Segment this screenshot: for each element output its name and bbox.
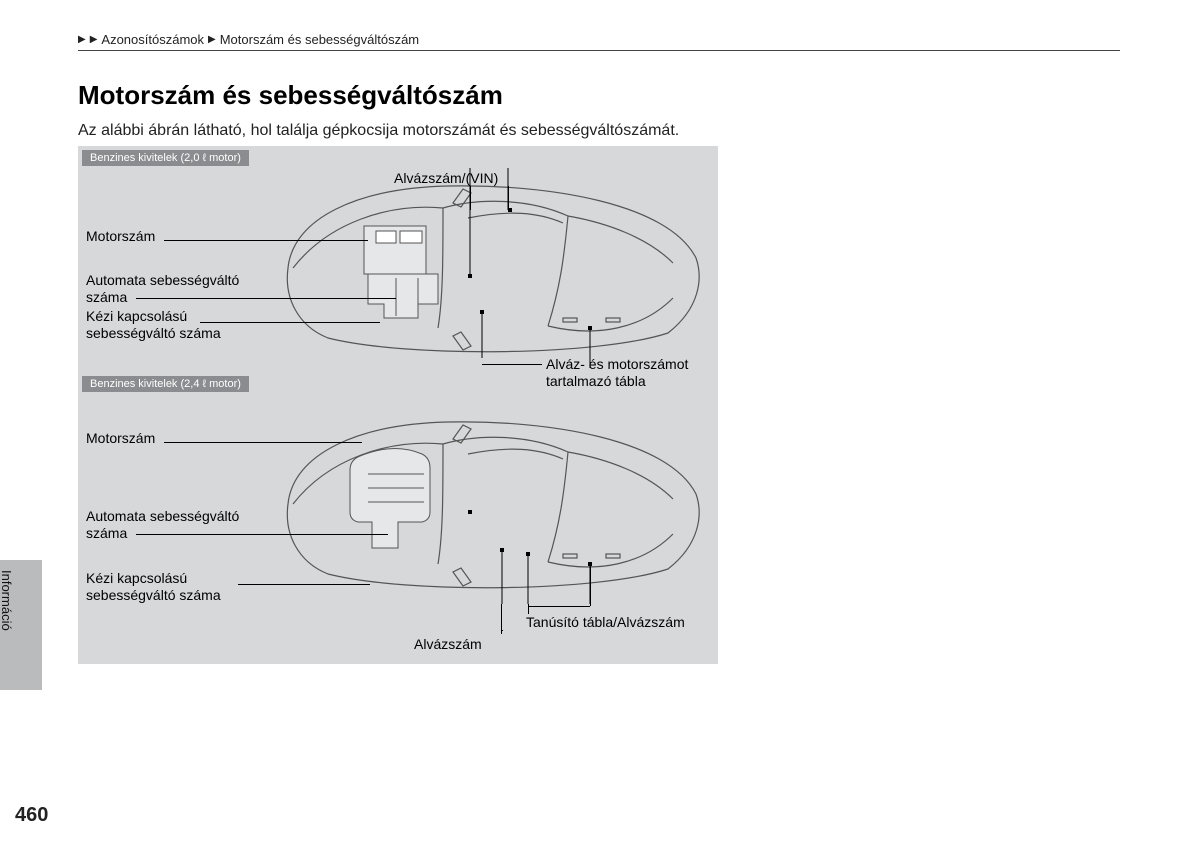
leader-line (164, 442, 362, 443)
callout-label: Motorszám (86, 430, 155, 447)
chevron-right-icon: ▶ (78, 34, 86, 45)
callout-text: sebességváltó száma (86, 325, 221, 342)
callout-text: Kézi kapcsolású (86, 570, 221, 587)
callout-label: Alvázszám/(VIN) (394, 170, 498, 187)
variant-tag: Benzines kivitelek (2,0 ℓ motor) (82, 150, 249, 166)
car-diagram-icon (268, 404, 708, 604)
intro-text: Az alábbi ábrán látható, hol találja gép… (78, 122, 679, 140)
callout-text: Automata sebességváltó (86, 508, 239, 525)
callout-label: Automata sebességváltó száma (86, 508, 239, 542)
manual-page: ▶ ▶ Azonosítószámok ▶ Motorszám és sebes… (0, 0, 1200, 847)
section-tab-label: Információ (0, 570, 14, 631)
chevron-right-icon: ▶ (90, 34, 98, 45)
divider (78, 50, 1120, 51)
figure-panel: Benzines kivitelek (2,0 ℓ motor) Benzine… (78, 146, 718, 664)
leader-line (501, 604, 502, 634)
breadcrumb: ▶ ▶ Azonosítószámok ▶ Motorszám és sebes… (78, 32, 419, 47)
section-tab: Információ (0, 560, 42, 690)
leader-line (200, 322, 380, 323)
callout-text: Alváz- és motorszámot (546, 356, 688, 373)
callout-text: tartalmazó tábla (546, 373, 688, 390)
leader-line (238, 584, 370, 585)
page-number: 460 (15, 804, 48, 827)
callout-label: Alváz- és motorszámot tartalmazó tábla (546, 356, 688, 390)
variant-tag: Benzines kivitelek (2,4 ℓ motor) (82, 376, 249, 392)
callout-label: Tanúsító tábla/Alvázszám (526, 614, 685, 631)
leader-line (470, 186, 471, 210)
callout-label: Kézi kapcsolású sebességváltó száma (86, 570, 221, 604)
leader-line (590, 566, 591, 606)
leader-line (528, 606, 590, 607)
leader-line (508, 186, 509, 208)
callout-label: Kézi kapcsolású sebességváltó száma (86, 308, 221, 342)
chevron-right-icon: ▶ (208, 34, 216, 45)
callout-text: Automata sebességváltó (86, 272, 239, 289)
leader-line (136, 534, 388, 535)
callout-label: Alvázszám (414, 636, 482, 653)
callout-label: Automata sebességváltó száma (86, 272, 239, 306)
callout-text: sebességváltó száma (86, 587, 221, 604)
car-diagram-icon (268, 168, 708, 368)
leader-line (482, 364, 542, 365)
leader-line (136, 298, 396, 299)
breadcrumb-item: Motorszám és sebességváltószám (220, 32, 419, 47)
callout-label: Motorszám (86, 228, 155, 245)
page-title: Motorszám és sebességváltószám (78, 80, 503, 111)
breadcrumb-item: Azonosítószámok (101, 32, 204, 47)
leader-line (502, 630, 503, 631)
leader-line (164, 240, 368, 241)
